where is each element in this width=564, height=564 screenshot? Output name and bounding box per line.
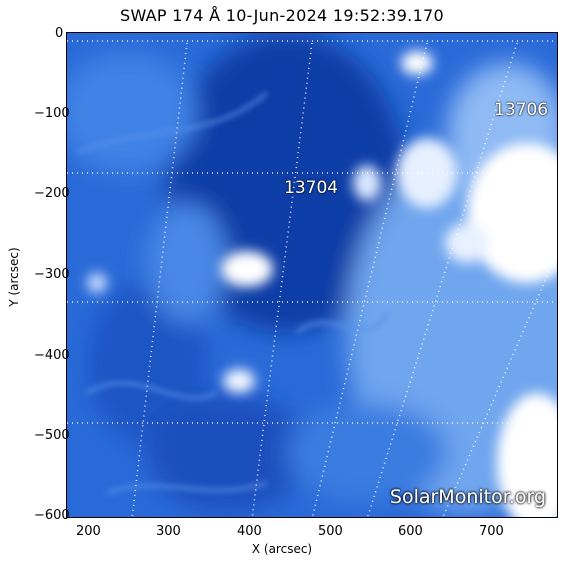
watermark: SolarMonitor.org (389, 486, 546, 508)
x-tick: 700 (479, 524, 504, 539)
y-tick: −300 (34, 267, 70, 282)
x-tick: 300 (156, 524, 181, 539)
x-tick: 600 (398, 524, 423, 539)
x-tick: 200 (76, 524, 101, 539)
x-tick: 400 (237, 524, 262, 539)
y-tick: −200 (34, 186, 70, 201)
y-tick: −600 (34, 508, 70, 523)
y-tick: −500 (34, 428, 70, 443)
y-tick: 0 (55, 26, 64, 41)
solar-image-panel (66, 32, 558, 518)
y-tick: −400 (34, 348, 70, 363)
y-tick: −100 (34, 106, 70, 121)
x-axis-label: X (arcsec) (251, 542, 313, 556)
x-tick: 500 (318, 524, 343, 539)
y-axis-label: Y (arcsec) (7, 247, 21, 307)
swap-euv-image (67, 33, 557, 517)
active-region-label: 13706 (494, 100, 549, 120)
image-title: SWAP 174 Å 10-Jun-2024 19:52:39.170 (119, 6, 445, 25)
active-region-label: 13704 (284, 178, 339, 198)
